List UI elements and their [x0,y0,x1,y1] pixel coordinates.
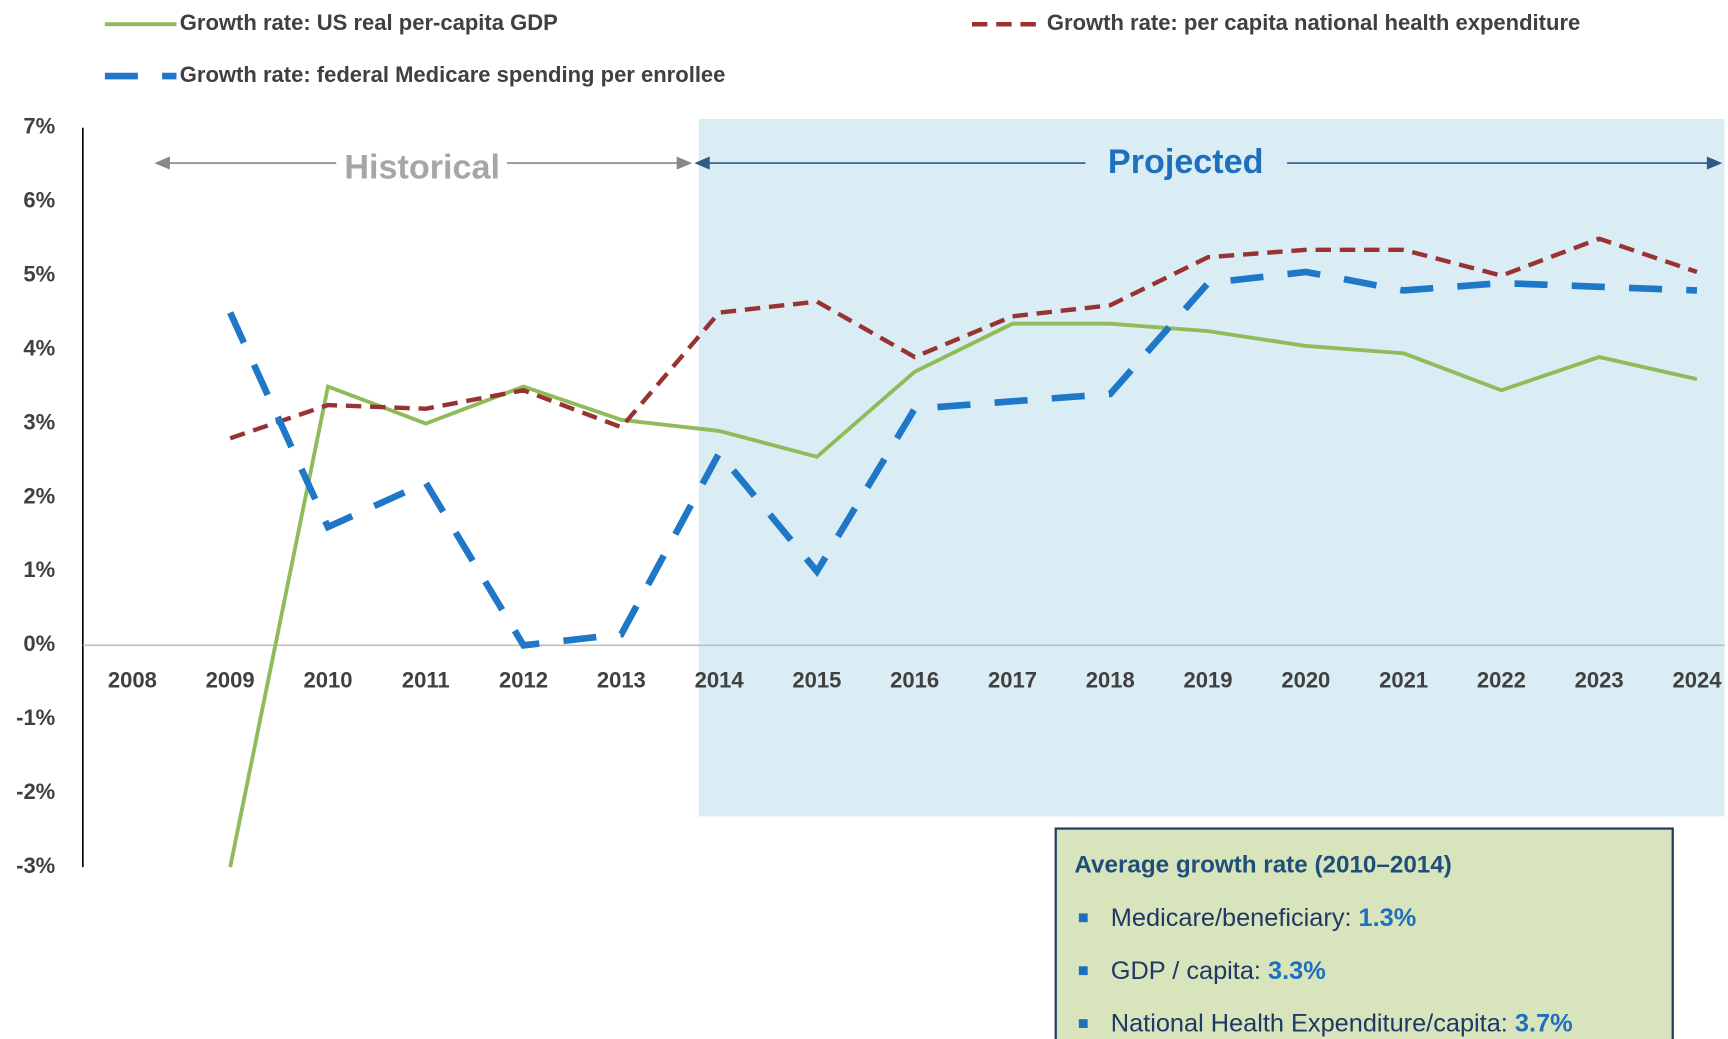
x-tick-label: 2024 [1672,667,1722,692]
arrowhead [1706,156,1723,170]
series-line [229,236,1698,441]
arrowhead [676,156,693,170]
y-tick-label: 7% [23,114,55,139]
x-tick-label: 2011 [402,667,450,692]
x-tick-label: 2022 [1477,667,1526,692]
summary-items: Medicare/beneficiary: 1.3% GDP / capita: … [1078,904,1573,1037]
x-tick-label: 2021 [1379,667,1428,692]
x-tick-label: 2013 [597,667,646,692]
summary-item-text: Medicare/beneficiary: [1111,904,1359,932]
x-tick-label: 2008 [108,667,157,692]
summary-item-text: GDP / capita: [1111,956,1268,984]
summary-item-value: 3.3% [1268,956,1326,984]
summary-title: Average growth rate (2010–2014) [1074,851,1451,878]
y-tick-label: 4% [23,335,55,360]
x-tick-label: 2023 [1575,667,1624,692]
series-line [227,268,1698,649]
y-tick-label: -2% [16,779,55,804]
summary-item-value: 1.3% [1359,904,1417,932]
summary-item-text: National Health Expenditure/capita: [1111,1009,1515,1037]
projected-label: Projected [1108,143,1264,181]
x-tick-label: 2010 [303,667,352,692]
y-tick-label: 2% [23,483,55,508]
summary-item: GDP / capita: 3.3% [1111,956,1326,984]
x-tick-label: 2012 [499,667,548,692]
y-tick-label: 1% [23,557,55,582]
x-tick-label: 2016 [890,667,939,692]
x-tick-label: 2017 [988,667,1037,692]
summary-item-value: 3.7% [1515,1009,1573,1037]
plot: -3% -2% -1% 0% 1% 2% 3% 4% 5% 6% 7% 2008 2009 2010 201… [16,10,1725,878]
legend-label: Growth rate: US real per-capita GDP [180,10,558,35]
bullet [1078,913,1088,923]
y-tick-label: -1% [16,705,55,730]
projected-region [698,118,1725,817]
series-line [228,321,1698,868]
historical-label: Historical [344,149,500,187]
x-tick-label: 2015 [792,667,841,692]
arrowhead [154,156,170,170]
legend-label: Growth rate: federal Medicare spending p… [180,62,726,87]
summary-item: Medicare/beneficiary: 1.3% [1111,904,1417,932]
y-tick-label: 0% [23,631,55,656]
x-tick-label: 2020 [1281,667,1330,692]
arrowhead [694,156,710,170]
legend-label: Growth rate: per capita national health … [1047,10,1580,35]
y-tick-label: -3% [16,853,55,878]
bullet [1078,1019,1088,1028]
x-tick-label: 2019 [1184,667,1233,692]
bullet [1078,966,1088,976]
summary-box [1054,827,1674,1039]
y-tick-label: 6% [23,188,55,213]
x-tick-label: 2018 [1086,667,1135,692]
summary-item: National Health Expenditure/capita: 3.7% [1111,1009,1573,1037]
x-tick-label: 2009 [206,667,255,692]
x-tick-label: 2014 [695,667,745,692]
y-tick-label: 5% [23,261,55,286]
y-tick-label: 3% [23,409,55,434]
